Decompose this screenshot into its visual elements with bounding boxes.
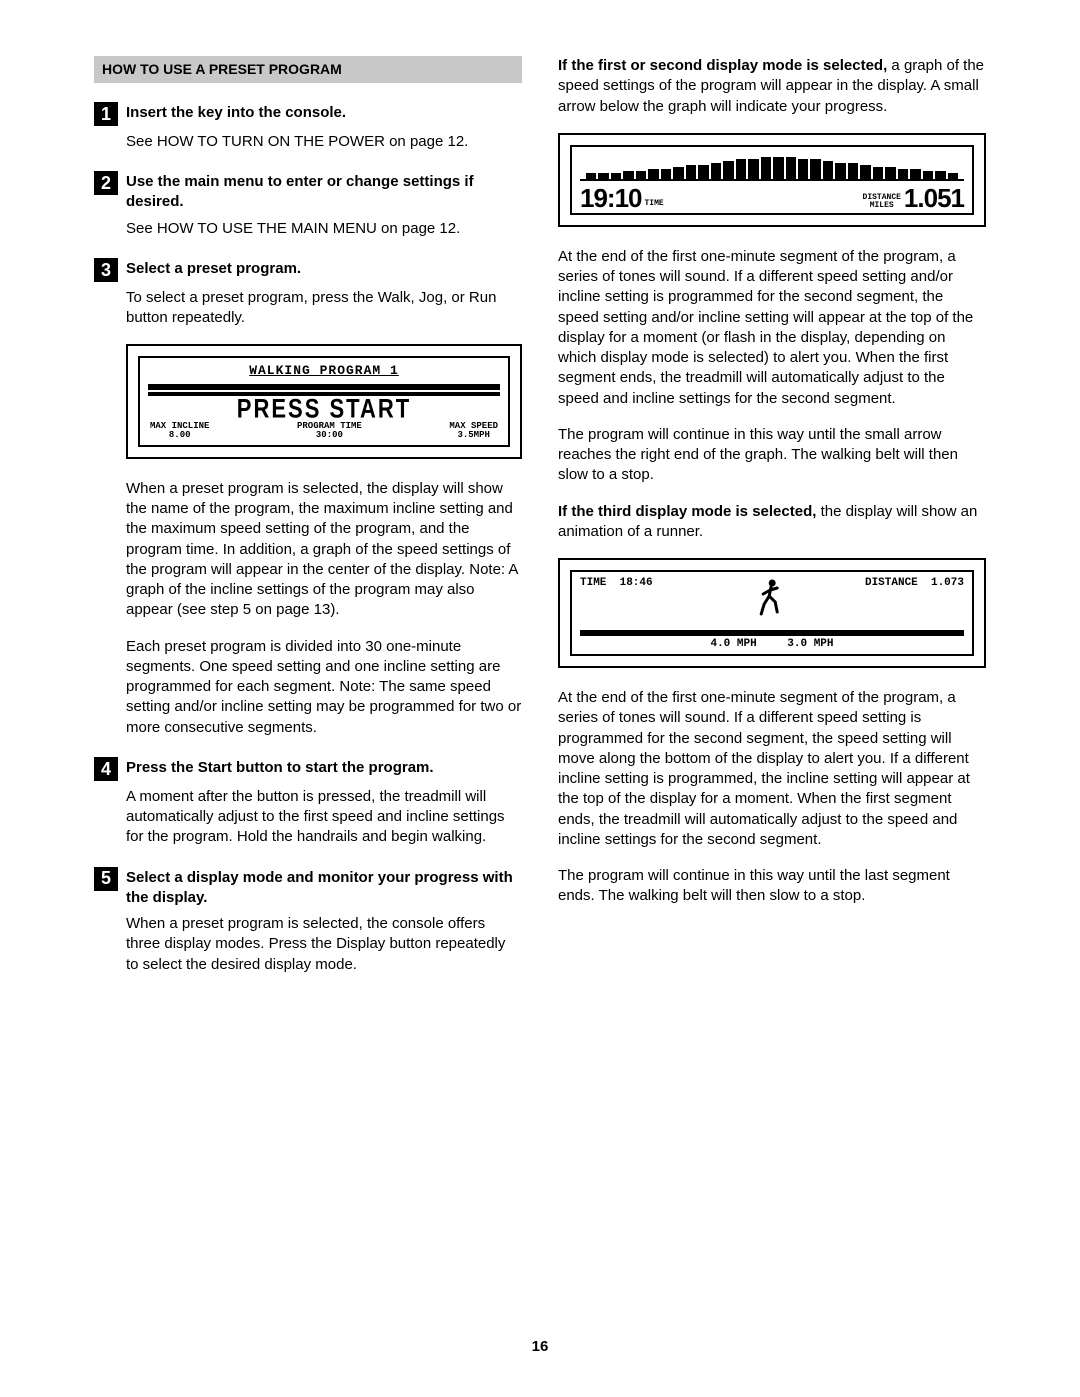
- lcd3-distance: DISTANCE 1.073: [865, 576, 964, 591]
- step-2-body: See HOW TO USE THE MAIN MENU on page 12.: [126, 219, 522, 239]
- lcd1-title: WALKING PROGRAM 1: [146, 362, 502, 380]
- step-1-title: Insert the key into the console.: [126, 101, 346, 123]
- lcd2-distance: DISTANCE MILES 1.051: [863, 185, 964, 211]
- section-header: HOW TO USE A PRESET PROGRAM: [94, 56, 522, 83]
- step-3-text-pre: To select a preset program, press the Wa…: [126, 288, 522, 329]
- step-1-text: See HOW TO TURN ON THE POWER on page 12.: [126, 132, 522, 152]
- page-number: 16: [0, 1337, 1080, 1357]
- lcd1-max-speed: MAX SPEED 3.5MPH: [449, 422, 498, 441]
- right-p4-bold: If the third display mode is selected,: [558, 503, 816, 520]
- step-number-box: 1: [94, 102, 118, 126]
- step-4-title: Press the Start button to start the prog…: [126, 756, 434, 778]
- right-p2: At the end of the first one-minute segme…: [558, 247, 986, 409]
- lcd3-speed2: 3.0 MPH: [787, 638, 833, 650]
- lcd1-max-incline: MAX INCLINE 8.00: [150, 422, 209, 441]
- step-2-header: 2 Use the main menu to enter or change s…: [94, 170, 522, 213]
- step-number-box: 4: [94, 757, 118, 781]
- lcd-display-runner: TIME 18:46 DISTANCE 1.073: [558, 558, 986, 668]
- step-2-text: See HOW TO USE THE MAIN MENU on page 12.: [126, 219, 522, 239]
- lcd1-program-time: PROGRAM TIME 30:00: [297, 422, 362, 441]
- step-3-text-post-2: Each preset program is divided into 30 o…: [126, 637, 522, 738]
- lcd2-dist-label: DISTANCE MILES: [863, 194, 901, 210]
- lcd3-track: [580, 630, 964, 636]
- right-p4: If the third display mode is selected, t…: [558, 502, 986, 543]
- step-number-box: 3: [94, 258, 118, 282]
- step-5-header: 5 Select a display mode and monitor your…: [94, 866, 522, 909]
- lcd2-time-label: TIME: [645, 200, 664, 211]
- step-2-title: Use the main menu to enter or change set…: [126, 170, 522, 213]
- right-p1-bold: If the first or second display mode is s…: [558, 57, 887, 74]
- lcd2-dist-val: 1.051: [904, 185, 964, 211]
- runner-icon: [755, 578, 783, 625]
- lcd2-time: 19:10 TIME: [580, 185, 664, 211]
- lcd3-inner: TIME 18:46 DISTANCE 1.073: [570, 570, 974, 656]
- right-p3: The program will continue in this way un…: [558, 425, 986, 486]
- right-p6: The program will continue in this way un…: [558, 866, 986, 907]
- step-1-body: See HOW TO TURN ON THE POWER on page 12.: [126, 132, 522, 152]
- step-5-body: When a preset program is selected, the c…: [126, 914, 522, 975]
- step-3-header: 3 Select a preset program.: [94, 257, 522, 282]
- step-5-title: Select a display mode and monitor your p…: [126, 866, 522, 909]
- step-number-box: 5: [94, 867, 118, 891]
- lcd3-speed1: 4.0 MPH: [710, 638, 756, 650]
- right-p5: At the end of the first one-minute segme…: [558, 688, 986, 850]
- lcd3-time: TIME 18:46: [580, 576, 653, 591]
- lcd2-readout: 19:10 TIME DISTANCE MILES 1.051: [580, 183, 964, 211]
- right-p1: If the first or second display mode is s…: [558, 56, 986, 117]
- lcd1-press-start: PRESS START: [146, 396, 502, 422]
- step-3-body: To select a preset program, press the Wa…: [126, 288, 522, 738]
- step-3-text-post-1: When a preset program is selected, the d…: [126, 479, 522, 621]
- step-4-body: A moment after the button is pressed, th…: [126, 787, 522, 848]
- manual-page: HOW TO USE A PRESET PROGRAM 1 Insert the…: [0, 0, 1080, 1397]
- step-4-text: A moment after the button is pressed, th…: [126, 787, 522, 848]
- step-3-title: Select a preset program.: [126, 257, 301, 279]
- right-column: If the first or second display mode is s…: [558, 56, 986, 993]
- lcd2-time-val: 19:10: [580, 185, 642, 211]
- lcd2-bar-graph: [580, 153, 964, 181]
- lcd1-inner: WALKING PROGRAM 1 PRESS START MAX INCLIN…: [138, 356, 510, 446]
- two-column-layout: HOW TO USE A PRESET PROGRAM 1 Insert the…: [94, 56, 986, 993]
- step-1-header: 1 Insert the key into the console.: [94, 101, 522, 126]
- lcd2-inner: 19:10 TIME DISTANCE MILES 1.051: [570, 145, 974, 215]
- lcd-display-preset: WALKING PROGRAM 1 PRESS START MAX INCLIN…: [126, 344, 522, 458]
- step-4-header: 4 Press the Start button to start the pr…: [94, 756, 522, 781]
- lcd3-bottom-row: 4.0 MPH 3.0 MPH: [572, 637, 972, 652]
- left-column: HOW TO USE A PRESET PROGRAM 1 Insert the…: [94, 56, 522, 993]
- lcd-display-graph: 19:10 TIME DISTANCE MILES 1.051: [558, 133, 986, 227]
- step-5-text: When a preset program is selected, the c…: [126, 914, 522, 975]
- step-number-box: 2: [94, 171, 118, 195]
- lcd1-stats: MAX INCLINE 8.00 PROGRAM TIME 30:00 MAX …: [146, 422, 502, 441]
